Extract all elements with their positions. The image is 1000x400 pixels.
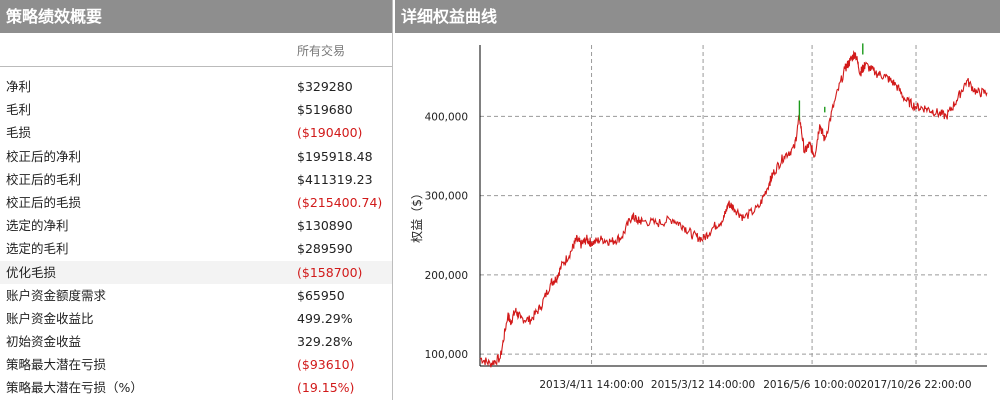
metric-label: 净利 bbox=[6, 79, 32, 94]
metric-label: 初始资金收益 bbox=[6, 334, 82, 350]
metric-row: 校正后的净利 $195918.48 bbox=[0, 145, 392, 168]
metric-row: 优化毛损 ($158700) bbox=[0, 260, 392, 284]
metric-label: 策略最大潜在亏损（%） bbox=[6, 380, 143, 396]
metric-row: 账户资金收益比 499.29% bbox=[0, 307, 392, 330]
metric-value: 329.28% bbox=[297, 334, 353, 350]
metric-row: 校正后的毛损 ($215400.74) bbox=[0, 191, 392, 214]
y-tick-label: 100,000 bbox=[425, 349, 468, 361]
column-header-row: 所有交易 bbox=[0, 33, 392, 67]
equity-curve-panel: 详细权益曲线 100,000 200,000 300,000 400,000 2013/… bbox=[395, 0, 1000, 400]
equity-line bbox=[479, 50, 988, 368]
x-tick-label: 2016/5/6 10:00:00 bbox=[763, 379, 861, 391]
series-layer bbox=[479, 43, 988, 368]
metric-label: 校正后的净利 bbox=[6, 148, 82, 164]
metric-row: 初始资金收益 329.28% bbox=[0, 330, 392, 353]
y-tick-label: 400,000 bbox=[425, 111, 468, 123]
x-tick-label: 2017/10/26 22:00:00 bbox=[861, 379, 972, 391]
metric-value: ($93610) bbox=[297, 357, 355, 373]
metric-label: 账户资金额度需求 bbox=[6, 287, 107, 303]
metric-value: $519680 bbox=[297, 102, 353, 118]
metric-row: 策略最大潜在亏损 ($93610) bbox=[0, 353, 392, 376]
equity-chart[interactable]: 100,000 200,000 300,000 400,000 2013/4/11 14… bbox=[395, 33, 1000, 400]
metric-value: $329280 bbox=[297, 79, 353, 94]
metric-row: 毛利 $519680 bbox=[0, 98, 392, 121]
metric-row: 毛损 ($190400) bbox=[0, 121, 392, 144]
metric-label: 选定的毛利 bbox=[6, 241, 69, 257]
metric-row: 策略最大潜在亏损（%） (19.15%) bbox=[0, 376, 392, 399]
metric-label: 选定的净利 bbox=[6, 218, 69, 234]
metric-label: 毛损 bbox=[6, 125, 32, 141]
metric-value: $411319.23 bbox=[297, 171, 373, 187]
grid-layer bbox=[480, 45, 987, 366]
axis-layer: 100,000 200,000 300,000 400,000 2013/4/11 14… bbox=[425, 45, 987, 391]
equity-title: 详细权益曲线 bbox=[395, 0, 1000, 33]
metric-value: $289590 bbox=[297, 241, 353, 257]
metric-label: 策略最大潜在亏损 bbox=[6, 357, 107, 373]
metric-label: 校正后的毛损 bbox=[6, 194, 82, 210]
metric-label: 账户资金收益比 bbox=[6, 310, 94, 326]
metric-value: $195918.48 bbox=[297, 148, 373, 164]
metric-value: ($190400) bbox=[297, 125, 363, 141]
x-tick-label: 2013/4/11 14:00:00 bbox=[539, 379, 643, 391]
metric-row: 账户资金额度需求 $65950 bbox=[0, 284, 392, 307]
metric-row: 选定的毛利 $289590 bbox=[0, 237, 392, 260]
metric-value: 499.29% bbox=[297, 310, 353, 326]
metric-label: 毛利 bbox=[6, 102, 32, 118]
metric-row: 净利 $329280 bbox=[0, 75, 392, 98]
metric-value: (19.15%) bbox=[297, 380, 355, 396]
metric-value: ($215400.74) bbox=[297, 194, 383, 210]
column-header-all-trades: 所有交易 bbox=[297, 44, 346, 58]
metric-value: ($158700) bbox=[297, 264, 363, 280]
metric-label: 校正后的毛利 bbox=[6, 171, 82, 187]
x-tick-label: 2015/3/12 14:00:00 bbox=[651, 379, 755, 391]
metric-row: 选定的净利 $130890 bbox=[0, 214, 392, 237]
metric-label: 优化毛损 bbox=[6, 264, 57, 280]
strategy-summary-panel: 策略绩效概要 所有交易 净利 $329280 毛利 $519680 毛损 ($190400… bbox=[0, 0, 393, 400]
y-axis-label: 权益（$） bbox=[410, 187, 424, 243]
metric-value: $130890 bbox=[297, 218, 353, 234]
summary-title: 策略绩效概要 bbox=[0, 0, 392, 33]
y-tick-label: 200,000 bbox=[425, 270, 468, 282]
metrics-table: 净利 $329280 毛利 $519680 毛损 ($190400) 校正后的净利 $1959… bbox=[0, 75, 392, 400]
y-tick-label: 300,000 bbox=[425, 191, 468, 203]
metric-row: 校正后的毛利 $411319.23 bbox=[0, 168, 392, 191]
metric-value: $65950 bbox=[297, 287, 345, 303]
